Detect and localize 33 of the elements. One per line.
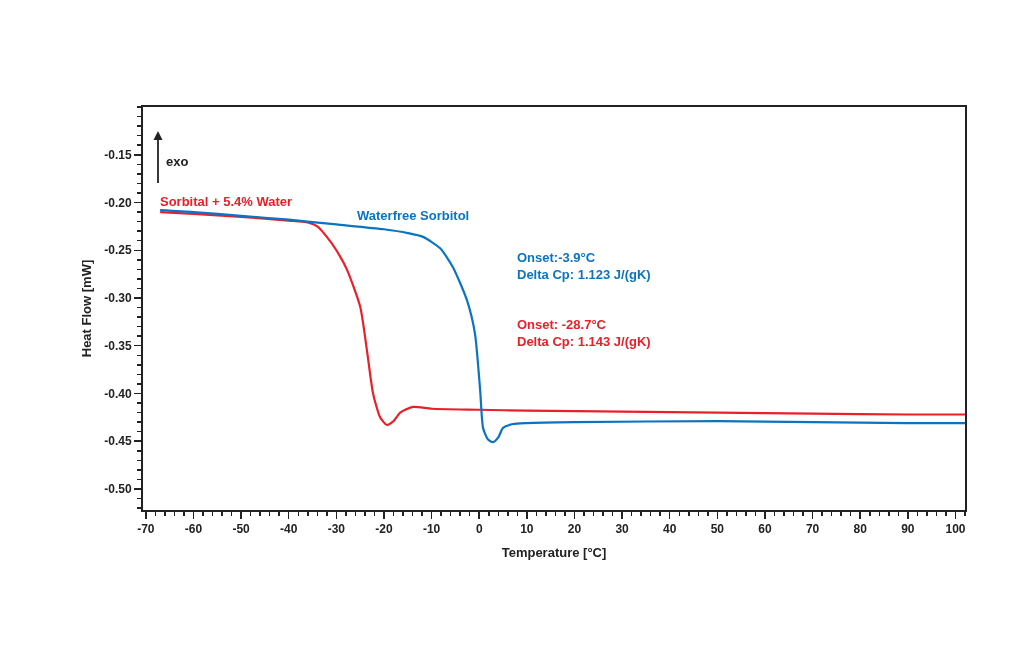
x-axis-title: Temperature [°C] (501, 544, 607, 560)
x-tick-label: 10 (520, 522, 534, 537)
x-tick-label: -10 (422, 522, 441, 537)
series-label: Sorbital + 5.4% Water (160, 194, 293, 209)
x-tick-label: 60 (758, 522, 772, 537)
x-tick-label: 20 (567, 522, 582, 537)
annotation: exo (166, 154, 189, 169)
annotation: Onset: -28.7°C Delta Cp: 1.143 J/(gK) (517, 317, 651, 349)
x-tick-label: -20 (375, 522, 393, 537)
y-tick-label: -0.40 (104, 386, 132, 401)
y-tick-label: -0.20 (104, 195, 132, 210)
x-tick-label: -50 (232, 522, 251, 537)
x-tick-label: 0 (475, 522, 483, 537)
x-tick-label: 50 (710, 522, 725, 537)
x-tick-label: 30 (615, 522, 630, 537)
x-tick-label: 70 (805, 522, 820, 537)
y-tick-label: -0.35 (104, 338, 132, 353)
series-label: Waterfree Sorbitol (357, 208, 470, 223)
y-axis-title: Heat Flow [mW] (78, 259, 94, 358)
y-tick-label: -0.15 (104, 147, 132, 162)
y-tick-label: -0.50 (104, 482, 132, 497)
x-tick-label: 90 (901, 522, 915, 537)
x-tick-label: 100 (945, 522, 966, 537)
y-tick-label: -0.25 (104, 243, 132, 258)
x-tick-label: -40 (280, 522, 298, 537)
x-tick-label: -30 (327, 522, 346, 537)
x-tick-label: -70 (137, 522, 155, 537)
x-tick-label: 40 (663, 522, 677, 537)
y-tick-label: -0.45 (104, 434, 132, 449)
annotation: Onset:-3.9°C Delta Cp: 1.123 J/(gK) (517, 250, 651, 282)
x-tick-label: -60 (184, 522, 203, 537)
x-tick-label: 80 (853, 522, 868, 537)
y-tick-label: -0.30 (104, 291, 132, 306)
